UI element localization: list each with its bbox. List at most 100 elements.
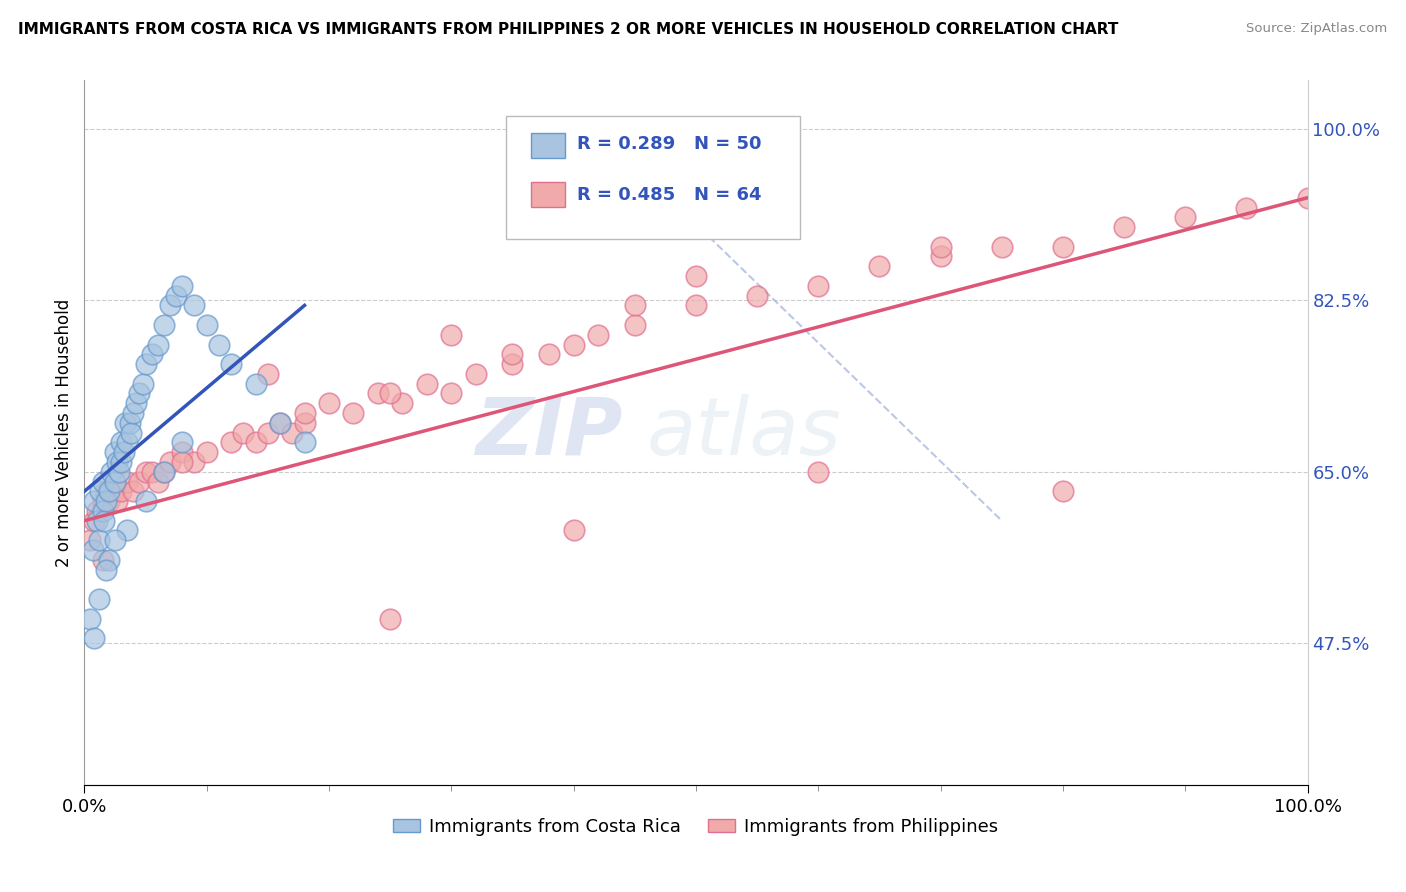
Point [91,494,114,508]
Point [747,288,769,302]
Point [110,484,132,499]
Point [245,435,267,450]
Point [122,484,145,499]
Point [294,406,316,420]
Point [146,475,169,489]
Text: R = 0.289   N = 50: R = 0.289 N = 50 [578,135,762,153]
Point [257,425,280,440]
Point [624,318,647,332]
Point [146,337,169,351]
Point [380,386,402,401]
Point [1296,191,1319,205]
Point [183,298,205,312]
Point [294,416,316,430]
Point [83,514,105,528]
Point [104,445,127,459]
Point [1052,484,1074,499]
Point [128,475,150,489]
Point [562,337,585,351]
Point [538,347,561,361]
Point [96,494,118,508]
Point [624,298,647,312]
Point [97,484,120,499]
Point [318,396,340,410]
Text: atlas: atlas [647,393,842,472]
Point [165,288,187,302]
Point [195,318,218,332]
Point [929,250,952,264]
Point [464,367,486,381]
Point [135,494,157,508]
Point [118,416,141,430]
Point [172,445,194,459]
Point [269,416,291,430]
Point [195,445,218,459]
Point [153,318,176,332]
Text: ZIP: ZIP [475,393,623,472]
Text: IMMIGRANTS FROM COSTA RICA VS IMMIGRANTS FROM PHILIPPINES 2 OR MORE VEHICLES IN : IMMIGRANTS FROM COSTA RICA VS IMMIGRANTS… [18,22,1119,37]
Point [110,435,132,450]
Point [125,396,148,410]
Point [86,504,108,518]
Point [440,327,463,342]
Point [685,268,707,283]
Point [96,484,118,499]
Point [172,455,194,469]
Point [83,494,105,508]
Point [208,337,231,351]
Point [97,494,120,508]
Point [105,494,128,508]
Point [929,240,952,254]
Point [91,504,114,518]
Point [122,406,145,420]
Point [502,347,524,361]
Point [367,386,389,401]
Point [219,357,242,371]
Point [269,416,291,430]
Point [586,327,609,342]
Text: Source: ZipAtlas.com: Source: ZipAtlas.com [1247,22,1388,36]
Point [342,406,364,420]
Point [685,298,707,312]
Point [107,465,129,479]
Point [87,533,110,548]
Point [153,465,176,479]
Point [1114,220,1136,235]
Point [115,435,138,450]
Point [112,445,135,459]
FancyBboxPatch shape [531,133,565,158]
Point [135,465,157,479]
Point [91,475,114,489]
Point [232,425,254,440]
Point [100,465,122,479]
Point [104,475,127,489]
Point [1236,201,1258,215]
Point [79,533,101,548]
Point [159,455,181,469]
Point [502,357,524,371]
Point [172,435,194,450]
Point [440,386,463,401]
Point [120,425,142,440]
Point [104,484,127,499]
Point [245,376,267,391]
Point [991,240,1014,254]
Point [141,465,163,479]
Point [93,514,115,528]
Point [82,543,104,558]
Point [114,416,136,430]
Point [89,484,111,499]
Point [115,475,138,489]
Point [294,435,316,450]
Y-axis label: 2 or more Vehicles in Household: 2 or more Vehicles in Household [55,299,73,566]
Legend: Immigrants from Costa Rica, Immigrants from Philippines: Immigrants from Costa Rica, Immigrants f… [387,811,1005,843]
Point [132,376,155,391]
Point [115,524,138,538]
Point [87,592,110,607]
Point [97,553,120,567]
Point [1052,240,1074,254]
Point [1174,211,1197,225]
Point [91,553,114,567]
Point [172,278,194,293]
Point [807,278,830,293]
